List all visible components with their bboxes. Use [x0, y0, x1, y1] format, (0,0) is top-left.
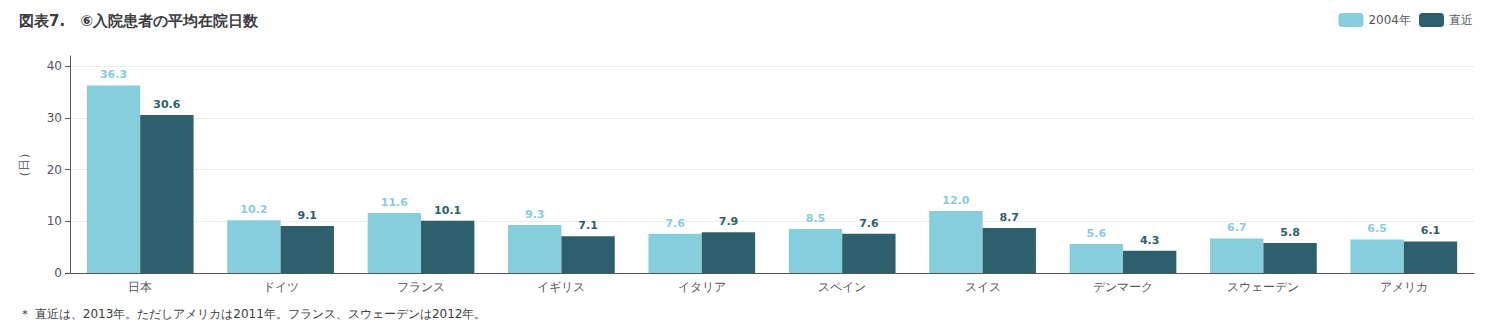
svg-text:40: 40	[47, 59, 62, 73]
svg-text:4.3: 4.3	[1140, 234, 1160, 247]
svg-text:0: 0	[54, 266, 62, 280]
svg-text:20: 20	[47, 163, 62, 177]
svg-text:7.1: 7.1	[578, 219, 598, 232]
svg-text:8.5: 8.5	[806, 212, 826, 225]
svg-text:9.3: 9.3	[525, 208, 545, 221]
svg-text:（日）: （日）	[17, 147, 31, 183]
svg-text:イタリア: イタリア	[678, 280, 726, 294]
svg-text:ドイツ: ドイツ	[263, 280, 299, 294]
svg-text:6.1: 6.1	[1421, 224, 1441, 237]
svg-text:6.7: 6.7	[1227, 221, 1247, 234]
svg-text:12.0: 12.0	[942, 194, 969, 207]
svg-text:スイス: スイス	[965, 280, 1001, 294]
svg-text:デンマーク: デンマーク	[1093, 280, 1153, 294]
svg-text:日本: 日本	[128, 280, 152, 294]
svg-text:10.1: 10.1	[434, 204, 461, 217]
svg-text:8.7: 8.7	[1000, 211, 1020, 224]
svg-text:スウェーデン: スウェーデン	[1227, 280, 1299, 294]
svg-text:10.2: 10.2	[240, 203, 267, 216]
svg-text:図表7. ⑥入院患者の平均在院日数: 図表7. ⑥入院患者の平均在院日数	[19, 12, 259, 30]
svg-text:スペイン: スペイン	[818, 280, 866, 294]
svg-text:10: 10	[47, 214, 62, 228]
svg-text:＊ 直近は、2013年。ただしアメリカは2011年。フランス: ＊ 直近は、2013年。ただしアメリカは2011年。フランス、スウェーデンは20…	[19, 307, 486, 321]
svg-text:直近: 直近	[1449, 13, 1473, 27]
svg-text:30.6: 30.6	[153, 98, 180, 111]
svg-text:イギリス: イギリス	[537, 280, 585, 294]
svg-text:7.6: 7.6	[859, 217, 879, 230]
svg-text:フランス: フランス	[397, 280, 445, 294]
svg-text:アメリカ: アメリカ	[1380, 280, 1428, 294]
svg-text:7.6: 7.6	[665, 217, 685, 230]
svg-text:11.6: 11.6	[381, 196, 408, 209]
svg-text:9.1: 9.1	[298, 209, 318, 222]
svg-text:6.5: 6.5	[1367, 222, 1387, 235]
svg-text:7.9: 7.9	[719, 215, 739, 228]
svg-text:30: 30	[47, 111, 62, 125]
svg-text:5.6: 5.6	[1087, 227, 1107, 240]
svg-text:36.3: 36.3	[100, 68, 127, 81]
svg-text:5.8: 5.8	[1280, 226, 1300, 239]
svg-text:2004年: 2004年	[1368, 13, 1411, 27]
